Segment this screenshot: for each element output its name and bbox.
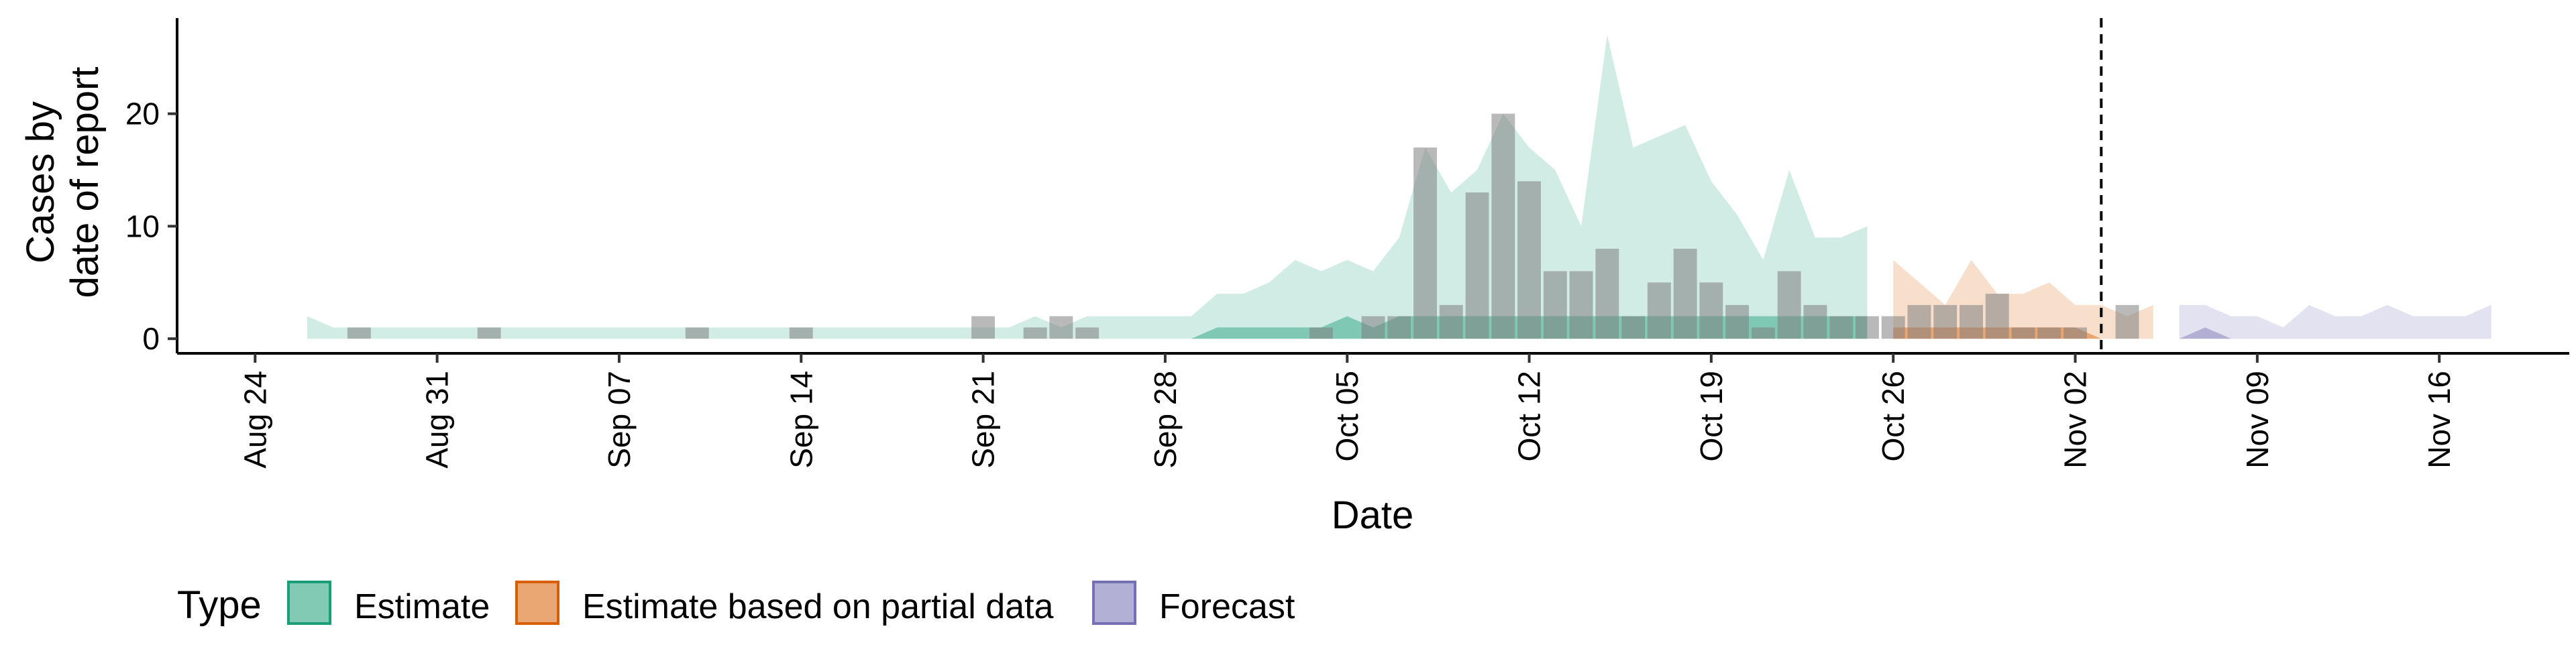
observed-case-bar xyxy=(1413,148,1437,339)
observed-case-bar xyxy=(1491,113,1515,339)
observed-case-bar xyxy=(1907,304,1931,339)
bars-layer xyxy=(347,113,2139,339)
x-tick-label: Oct 05 xyxy=(1330,371,1364,462)
observed-case-bar xyxy=(1960,304,1983,339)
bands-layer xyxy=(307,35,2491,339)
x-tick-label: Aug 24 xyxy=(237,371,272,469)
x-tick-label: Sep 21 xyxy=(966,371,1001,469)
axes-layer: 0 10 20 Aug 24 Aug 31 Sep 07 Sep 14 Sep 21 Sep 2… xyxy=(125,18,2569,469)
legend-key-estimate-based-on-partial-data xyxy=(515,581,559,625)
observed-case-bar xyxy=(2063,327,2087,339)
legend-title: Type xyxy=(177,583,262,627)
observed-case-bar xyxy=(1803,304,1827,339)
x-tick-label: Oct 26 xyxy=(1876,371,1911,462)
observed-case-bar xyxy=(685,327,709,339)
x-tick-label: Sep 07 xyxy=(602,371,637,469)
legend-key-estimate xyxy=(287,581,331,625)
observed-case-bar xyxy=(1725,304,1750,339)
observed-case-bar xyxy=(1752,327,1775,339)
observed-case-bar xyxy=(1647,282,1671,339)
observed-case-bar xyxy=(1387,316,1411,339)
x-tick-label: Sep 28 xyxy=(1148,371,1183,469)
observed-case-bar xyxy=(1543,271,1567,339)
x-tick-label: Sep 14 xyxy=(784,371,818,469)
observed-case-bar xyxy=(1439,304,1463,339)
y-tick-label: 20 xyxy=(125,97,160,131)
observed-case-bar xyxy=(1361,316,1385,339)
observed-case-bar xyxy=(1881,316,1905,339)
observed-case-bar xyxy=(1699,282,1723,339)
observed-case-bar xyxy=(971,316,995,339)
observed-case-bar xyxy=(477,327,501,339)
legend-key-forecast xyxy=(1092,581,1136,625)
observed-case-bar xyxy=(1595,249,1619,339)
observed-case-bar xyxy=(1621,316,1646,339)
legend-label-estimate-based-on-partial-data: Estimate based on partial data xyxy=(582,587,1054,626)
observed-case-bar xyxy=(789,327,813,339)
observed-case-bar xyxy=(1569,271,1593,339)
x-tick-label: Nov 09 xyxy=(2240,371,2275,469)
forecast-inner-band xyxy=(2179,327,2491,339)
legend: Type Estimate Estimate based on partial d… xyxy=(177,581,1295,627)
observed-case-bar xyxy=(1075,327,1099,339)
y-axis-title-line-1: Cases by xyxy=(19,101,62,263)
y-tick-label: 10 xyxy=(125,209,160,243)
x-tick-label: Nov 16 xyxy=(2422,371,2457,469)
observed-case-bar xyxy=(1933,304,1957,339)
observed-case-bar xyxy=(1985,294,2009,339)
x-tick-label: Nov 02 xyxy=(2058,371,2093,469)
estimate-outer-band xyxy=(307,35,1868,339)
observed-case-bar xyxy=(1777,271,1801,339)
x-axis-title: Date xyxy=(1332,493,1414,537)
observed-case-bar xyxy=(1673,249,1697,339)
y-axis-title-line-2: date of report xyxy=(63,67,107,298)
x-tick-label: Oct 12 xyxy=(1512,371,1547,462)
observed-case-bar xyxy=(1856,316,1879,339)
y-tick-label: 0 xyxy=(142,321,160,356)
x-tick-label: Aug 31 xyxy=(420,371,455,469)
observed-case-bar xyxy=(347,327,371,339)
observed-case-bar xyxy=(1517,181,1541,339)
forecast-outer-band xyxy=(2179,304,2491,339)
x-tick-label: Oct 19 xyxy=(1694,371,1729,462)
observed-case-bar xyxy=(1023,327,1047,339)
observed-case-bar xyxy=(2011,327,2035,339)
observed-case-bar xyxy=(1465,192,1489,339)
observed-case-bar xyxy=(1309,327,1333,339)
legend-label-forecast: Forecast xyxy=(1159,587,1295,626)
observed-case-bar xyxy=(2115,304,2139,339)
observed-case-bar xyxy=(1049,316,1073,339)
legend-label-estimate: Estimate xyxy=(354,587,490,626)
estimate-based-on-partial-data-outer-band xyxy=(1893,259,2153,339)
observed-case-bar xyxy=(2037,327,2061,339)
observed-case-bar xyxy=(1829,316,1854,339)
